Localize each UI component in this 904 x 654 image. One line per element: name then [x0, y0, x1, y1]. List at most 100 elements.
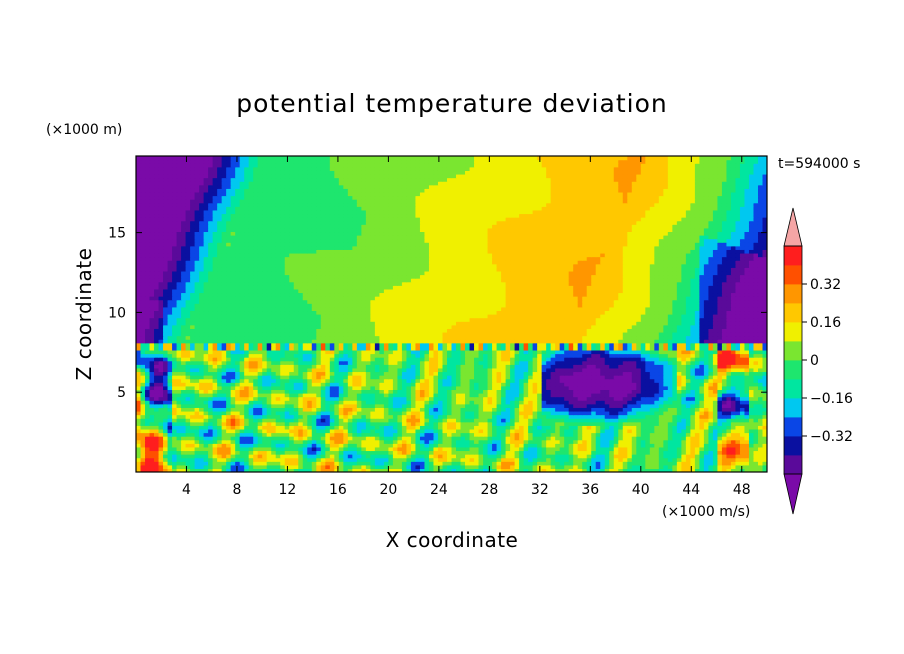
heatmap-cell [649, 346, 655, 351]
heatmap-cell [690, 396, 696, 401]
heatmap-cell [762, 450, 767, 455]
heatmap-cell [694, 378, 700, 383]
heatmap-cell [496, 414, 502, 419]
heatmap-cell [208, 439, 214, 444]
heatmap-cell [568, 389, 574, 394]
heatmap-cell [586, 421, 592, 426]
heatmap-cell [329, 403, 335, 408]
heatmap-cell [523, 357, 529, 362]
heatmap-cell [658, 371, 664, 376]
heatmap-cell [613, 436, 619, 441]
heatmap-cell [253, 468, 259, 472]
heatmap-cell [451, 461, 457, 466]
heatmap-cell [154, 421, 160, 426]
heatmap-cell [478, 375, 484, 380]
heatmap-cell [194, 446, 200, 452]
heatmap-cell [307, 428, 313, 434]
heatmap-cell [694, 439, 700, 444]
heatmap-cell [154, 446, 160, 452]
heatmap-cell [577, 450, 583, 455]
heatmap-cell [537, 436, 543, 441]
heatmap-cell [352, 407, 358, 412]
heatmap-cell [658, 446, 664, 452]
heatmap-cell [190, 342, 196, 347]
heatmap-cell [546, 349, 552, 355]
heatmap-cell [676, 457, 682, 462]
heatmap-cell [149, 378, 155, 383]
heatmap-cell [293, 393, 299, 398]
heatmap-cell [190, 432, 196, 437]
heatmap-cell [627, 353, 633, 358]
heatmap-cell [523, 443, 529, 448]
heatmap-cell [636, 407, 642, 412]
heatmap-cell [262, 436, 268, 441]
heatmap-cell [483, 389, 489, 394]
heatmap-cell [717, 378, 723, 383]
heatmap-cell [753, 428, 759, 434]
heatmap-cell [595, 360, 601, 365]
heatmap-cell [257, 418, 263, 423]
heatmap-cell [370, 407, 376, 412]
heatmap-cell [582, 428, 588, 434]
heatmap-cell [699, 385, 705, 391]
heatmap-cell [613, 353, 619, 358]
heatmap-cell [361, 464, 367, 470]
heatmap-cell [600, 421, 606, 426]
heatmap-cell [564, 360, 570, 365]
heatmap-cell [257, 375, 263, 380]
heatmap-cell [190, 385, 196, 391]
heatmap-cell [136, 375, 142, 380]
heatmap-cell [262, 432, 268, 437]
heatmap-cell [311, 367, 317, 373]
heatmap-cell [298, 371, 304, 376]
heatmap-cell [275, 432, 281, 437]
heatmap-cell [374, 357, 380, 362]
heatmap-cell [663, 425, 669, 430]
heatmap-cell [609, 400, 615, 405]
heatmap-cell [663, 421, 669, 426]
heatmap-cell [744, 410, 750, 416]
heatmap-cell [609, 464, 615, 470]
heatmap-cell [383, 436, 389, 441]
heatmap-cell [298, 468, 304, 472]
heatmap-cell [428, 346, 435, 351]
heatmap-cell [401, 353, 408, 358]
heatmap-cell [555, 393, 561, 398]
heatmap-cell [505, 414, 511, 419]
heatmap-cell [685, 418, 691, 423]
heatmap-cell [338, 418, 344, 423]
heatmap-cell [645, 367, 651, 373]
heatmap-cell [600, 393, 606, 398]
heatmap-cell [645, 421, 651, 426]
heatmap-cell [757, 396, 764, 401]
heatmap-cell [442, 375, 448, 380]
heatmap-cell [203, 421, 209, 426]
heatmap-cell [154, 393, 160, 398]
heatmap-cell [253, 342, 259, 347]
heatmap-cell [658, 382, 664, 387]
heatmap-cell [437, 342, 444, 347]
heatmap-cell [446, 375, 453, 380]
heatmap-cell [374, 464, 380, 470]
heatmap-cell [136, 428, 142, 434]
heatmap-cell [401, 418, 408, 423]
heatmap-cell [757, 443, 764, 448]
heatmap-cell [483, 446, 489, 452]
heatmap-cell [519, 353, 525, 358]
heatmap-cell [185, 432, 191, 437]
heatmap-cell [568, 385, 574, 391]
heatmap-cell [190, 425, 196, 430]
heatmap-cell [383, 371, 389, 376]
heatmap-cell [492, 353, 498, 358]
heatmap-cell [379, 396, 385, 401]
heatmap-cell [419, 418, 426, 423]
heatmap-cell [217, 457, 223, 462]
heatmap-cell [212, 385, 218, 391]
heatmap-cell [316, 410, 322, 416]
heatmap-cell [640, 382, 646, 387]
heatmap-cell [708, 353, 714, 358]
heatmap-cell [744, 403, 750, 408]
heatmap-cell [388, 400, 394, 405]
heatmap-cell [532, 400, 538, 405]
heatmap-cell [415, 403, 421, 408]
